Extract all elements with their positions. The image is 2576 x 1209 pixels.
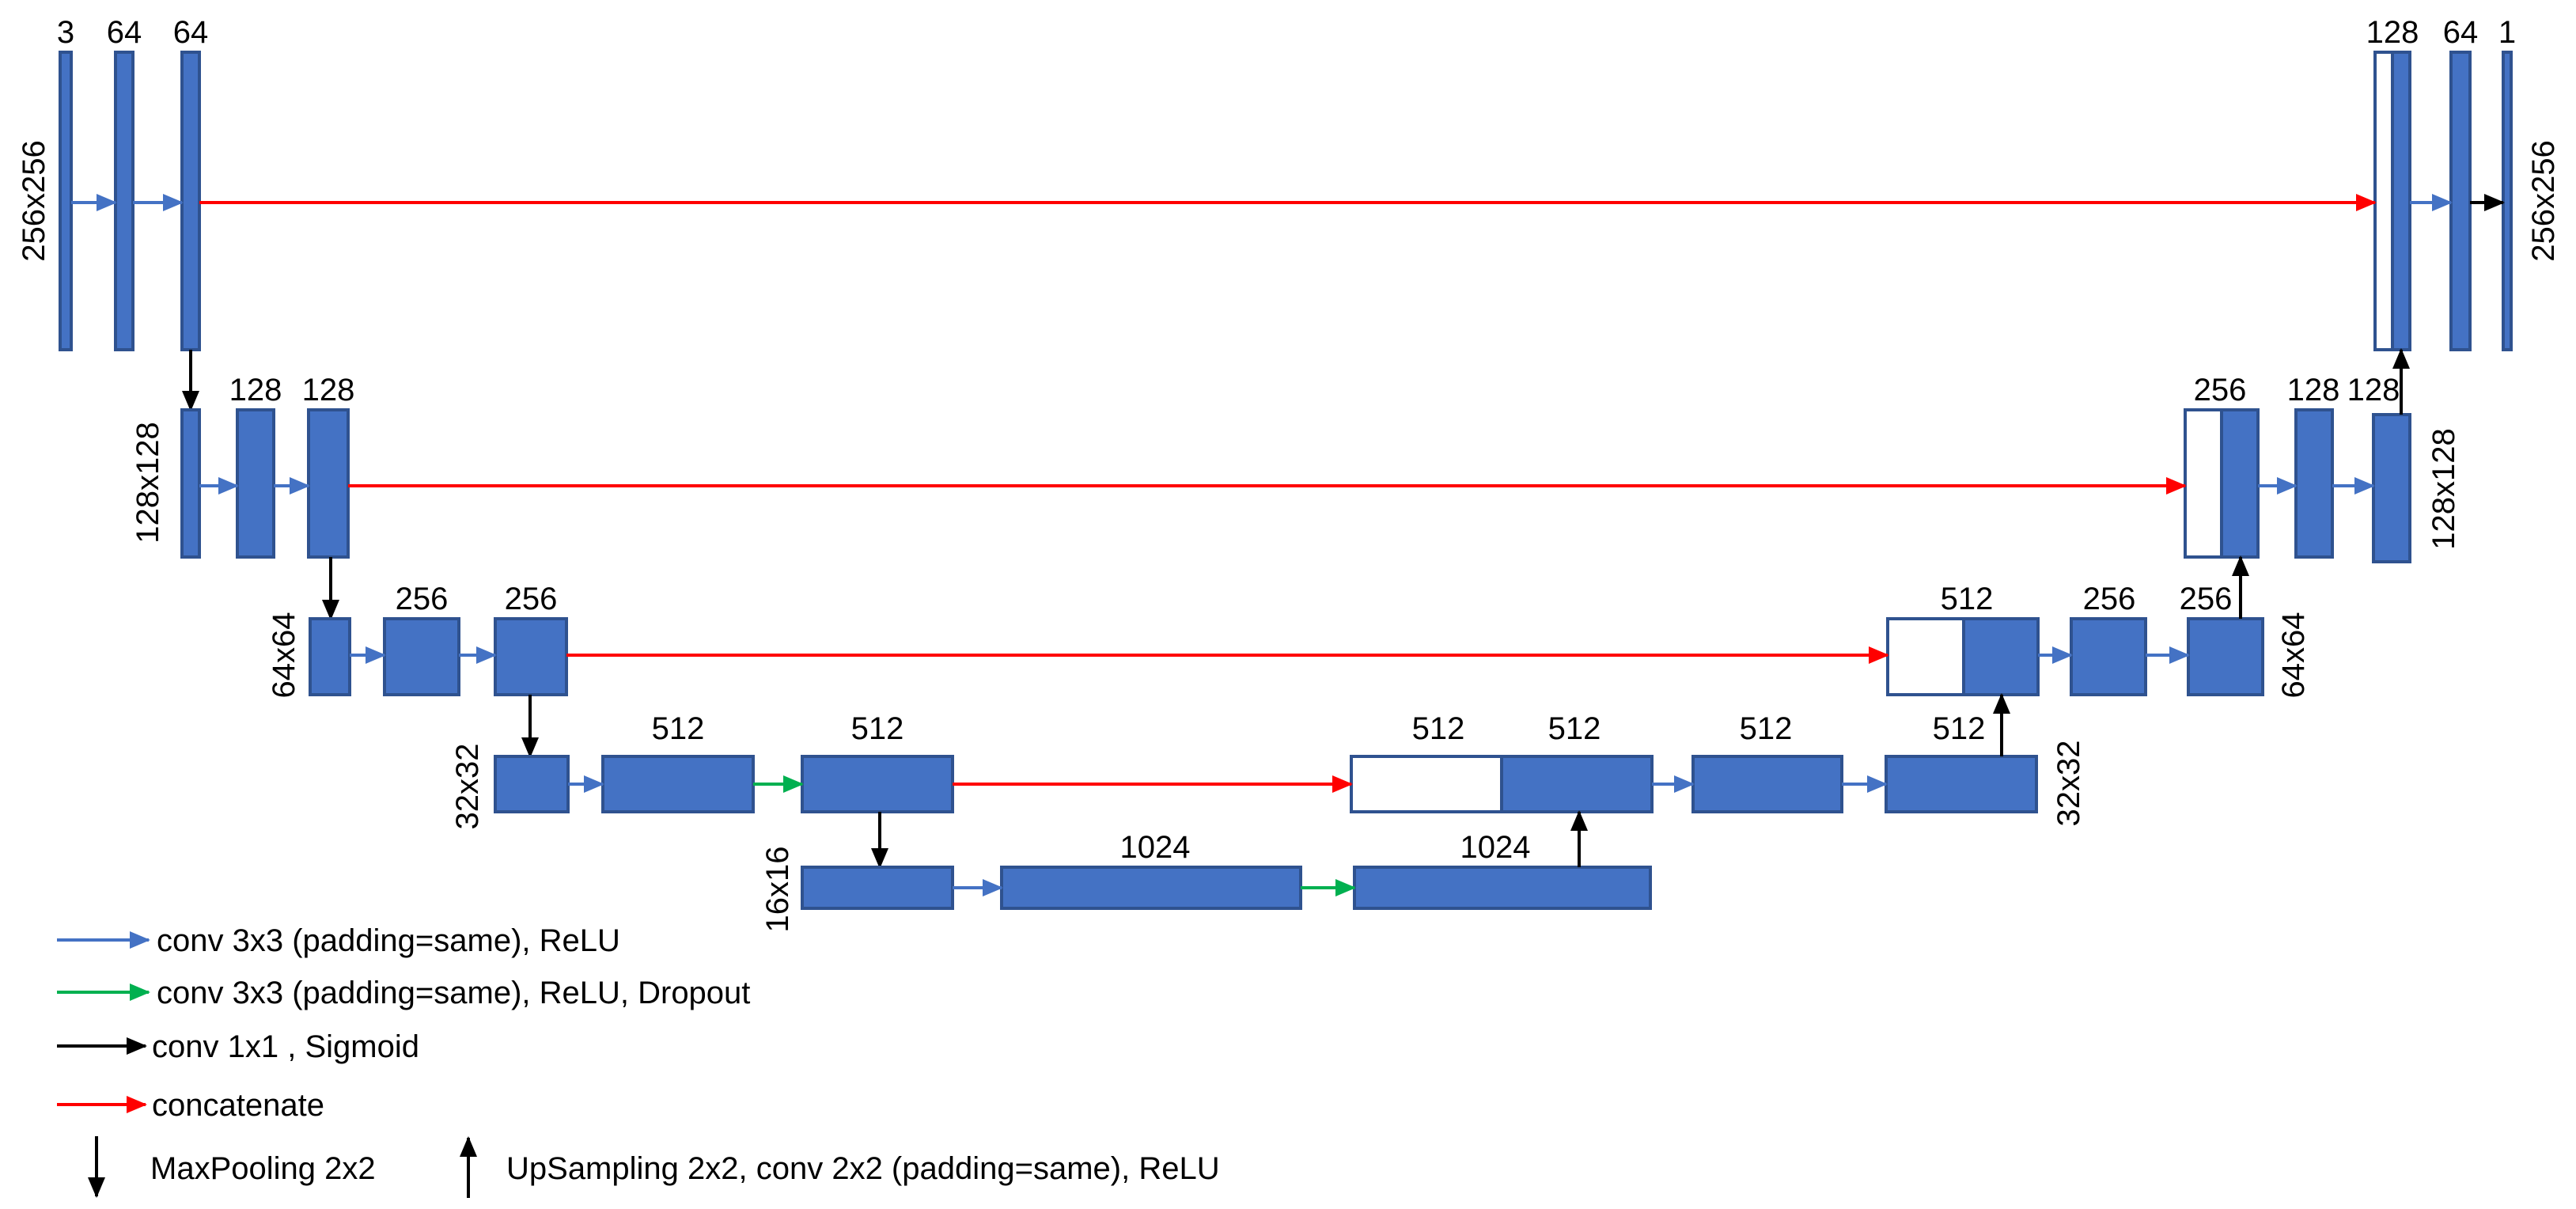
- label-channels-128a: 128: [229, 373, 282, 407]
- label-channels-128-dec1: 128: [2366, 15, 2419, 50]
- block-dec4-concat-up: [1500, 755, 1654, 813]
- legend-conv-label: conv 3x3 (padding=same), ReLU: [157, 923, 620, 958]
- label-channels-3: 3: [57, 15, 74, 50]
- label-channels-1024b: 1024: [1460, 830, 1531, 865]
- block-enc4-conv2-dropout: [801, 755, 954, 813]
- label-channels-64b: 64: [173, 15, 209, 50]
- label-size-64-right: 64x64: [2276, 612, 2311, 699]
- block-dec1-concat-up: [2391, 51, 2411, 351]
- block-input-3: [59, 51, 73, 351]
- label-size-256-left: 256x256: [17, 140, 51, 261]
- label-channels-128b: 128: [302, 373, 355, 407]
- block-dec3-concat-up: [1962, 617, 2040, 696]
- label-size-32-right: 32x32: [2051, 741, 2086, 827]
- label-channels-512a: 512: [652, 711, 705, 746]
- label-channels-512-dec3: 512: [1941, 582, 1994, 616]
- legend-maxpool-label: MaxPooling 2x2: [150, 1151, 376, 1186]
- label-channels-256a: 256: [396, 582, 449, 616]
- label-channels-1-out: 1: [2498, 15, 2516, 50]
- label-channels-1024a: 1024: [1120, 830, 1191, 865]
- block-dec1-conv: [2449, 51, 2472, 351]
- block-dec3-concat-skip: [1886, 617, 1965, 696]
- label-channels-256-dec2: 256: [2194, 373, 2247, 407]
- block-dec4-conv1: [1691, 755, 1843, 813]
- block-enc2-conv2: [307, 408, 350, 559]
- label-size-128-left: 128x128: [131, 422, 165, 543]
- block-dec2-conv2: [2372, 413, 2411, 563]
- block-dec3-conv1: [2070, 617, 2147, 696]
- label-size-128-right: 128x128: [2426, 428, 2461, 549]
- label-channels-128-dec2a: 128: [2287, 373, 2340, 407]
- legend-output-label: conv 1x1 , Sigmoid: [152, 1029, 419, 1064]
- block-dec2-concat-up: [2220, 408, 2260, 559]
- block-enc3-conv2: [494, 617, 568, 696]
- block-dec2-conv1: [2294, 408, 2334, 559]
- label-channels-512-dec4a: 512: [1740, 711, 1793, 746]
- label-channels-512b: 512: [851, 711, 904, 746]
- block-dec4-conv2: [1885, 755, 2038, 813]
- legend-concat-label: concatenate: [152, 1088, 324, 1123]
- block-enc2-pool: [180, 408, 201, 559]
- block-output-1: [2502, 51, 2513, 351]
- block-dec1-concat-skip: [2373, 51, 2394, 351]
- label-channels-64a: 64: [107, 15, 142, 50]
- label-channels-64-dec1: 64: [2443, 15, 2479, 50]
- block-enc3-conv1: [383, 617, 460, 696]
- block-enc1-conv1: [114, 51, 134, 351]
- legend: conv 3x3 (padding=same), ReLU conv 3x3 (…: [57, 923, 1220, 1198]
- block-bottleneck-conv1: [1000, 866, 1302, 910]
- block-enc2-conv1: [236, 408, 275, 559]
- block-bottleneck-pool: [801, 866, 954, 910]
- block-bottleneck-conv2-dropout: [1353, 866, 1652, 910]
- block-enc3-pool: [309, 617, 351, 696]
- legend-upsample-label: UpSampling 2x2, conv 2x2 (padding=same),…: [506, 1151, 1220, 1186]
- label-channels-512-dec4b: 512: [1933, 711, 1986, 746]
- block-dec4-concat-skip: [1350, 755, 1503, 813]
- block-dec2-concat-skip: [2184, 408, 2223, 559]
- label-channels-256b: 256: [505, 582, 558, 616]
- label-size-64-left: 64x64: [267, 612, 301, 699]
- label-channels-256-dec3a: 256: [2083, 582, 2136, 616]
- block-enc1-conv2: [180, 51, 201, 351]
- label-channels-256-dec3b: 256: [2180, 582, 2233, 616]
- block-enc4-pool: [494, 755, 570, 813]
- label-size-256-right: 256x256: [2526, 140, 2561, 261]
- block-enc4-conv1: [601, 755, 755, 813]
- label-channels-512-dec4-up: 512: [1548, 711, 1601, 746]
- label-channels-128-dec2b: 128: [2347, 373, 2400, 407]
- label-size-16-left: 16x16: [760, 847, 795, 933]
- block-dec3-conv2: [2187, 617, 2264, 696]
- label-size-32-left: 32x32: [450, 744, 485, 830]
- legend-dropout-label: conv 3x3 (padding=same), ReLU, Dropout: [157, 976, 750, 1010]
- label-channels-512-dec4-skip: 512: [1412, 711, 1465, 746]
